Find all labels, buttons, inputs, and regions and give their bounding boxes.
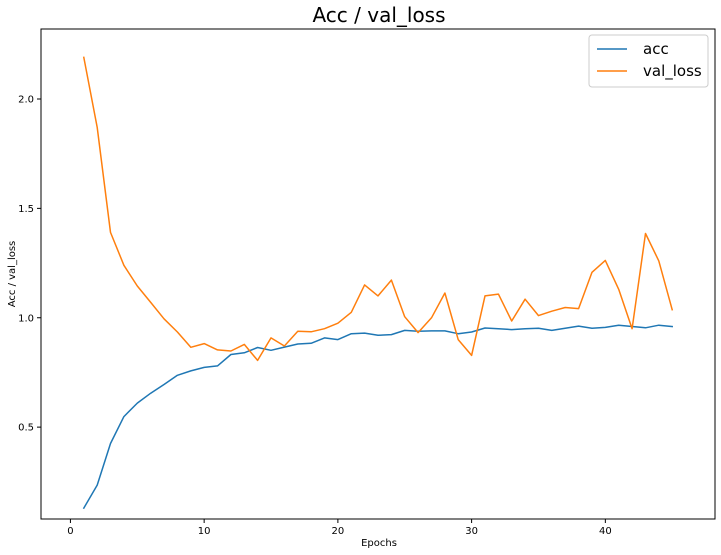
y-tick-label: 2.0 <box>18 95 34 106</box>
x-axis-label: Epochs <box>361 538 397 549</box>
legend: acc val_loss <box>588 34 709 88</box>
x-tick-label: 10 <box>198 526 211 537</box>
y-axis-label: Acc / val_loss <box>7 241 18 308</box>
legend-label-val-loss: val_loss <box>643 62 702 81</box>
plot-frame <box>40 28 716 520</box>
legend-label-acc: acc <box>643 40 669 58</box>
plot-area <box>82 56 674 510</box>
series-line-acc <box>82 324 674 510</box>
chart-title: Acc / val_loss <box>312 3 445 27</box>
x-tick-label: 20 <box>332 526 345 537</box>
y-tick-label: 1.0 <box>18 313 34 324</box>
legend-box <box>588 34 709 88</box>
axes: 0 10 20 30 40 0.5 1.0 1.5 2.0 <box>18 28 716 537</box>
y-tick-label: 1.5 <box>18 204 34 215</box>
x-tick-label: 30 <box>465 526 478 537</box>
series-line-val-loss <box>82 56 674 362</box>
x-tick-label: 40 <box>599 526 612 537</box>
y-tick-label: 0.5 <box>18 423 34 434</box>
x-tick-label: 0 <box>67 526 73 537</box>
